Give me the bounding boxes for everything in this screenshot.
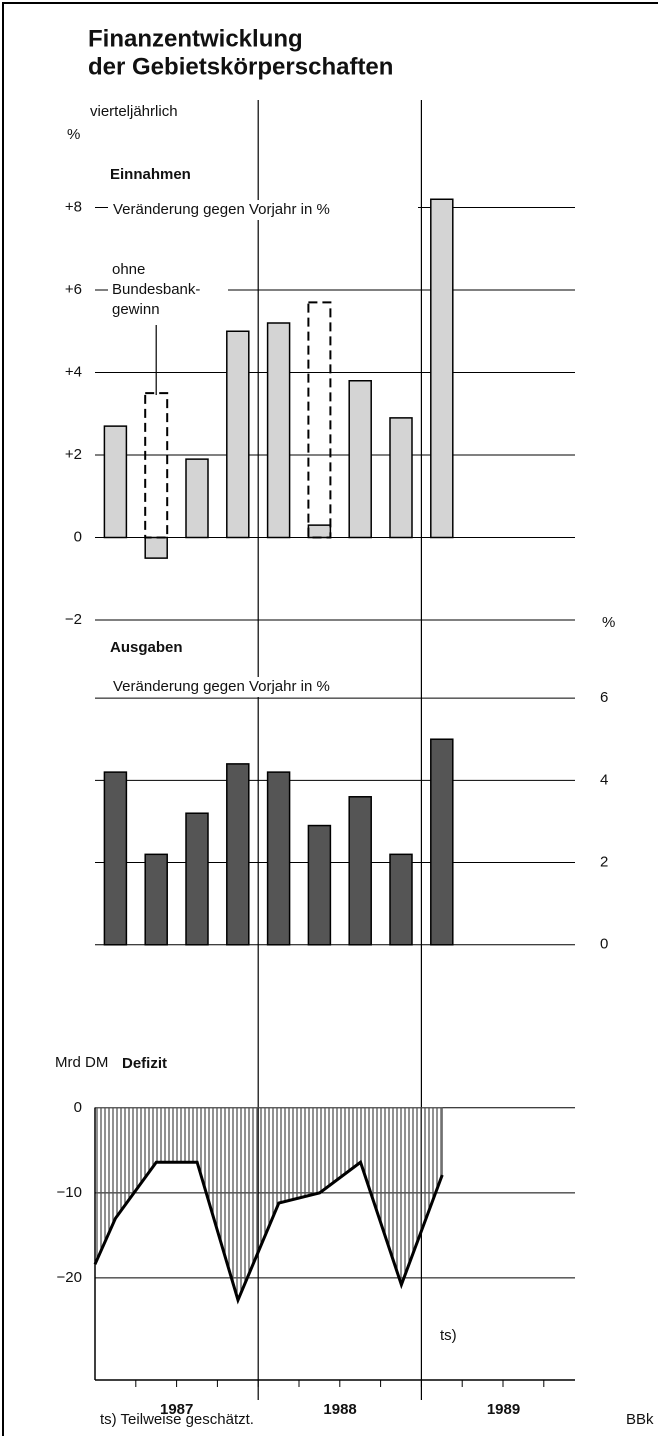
- subtitle: vierteljährlich: [90, 103, 178, 120]
- y-tick-label: −20: [57, 1269, 82, 1286]
- bar: [307, 524, 332, 539]
- y-tick-label: −10: [57, 1184, 82, 1201]
- bar: [103, 425, 128, 539]
- bar: [185, 812, 209, 946]
- bar: [430, 198, 454, 539]
- bar: [226, 763, 250, 946]
- deficit-line: [93, 1159, 444, 1305]
- footnote: ts) Teilweise geschätzt.: [100, 1411, 254, 1428]
- y-axis-unit: Mrd DM: [55, 1054, 108, 1071]
- title: Finanzentwicklung: [88, 25, 303, 52]
- x-tick-label: 1989: [487, 1401, 520, 1418]
- y-tick-label: +6: [65, 281, 82, 298]
- panel-subtitle: Veränderung gegen Vorjahr in %: [113, 678, 330, 695]
- y-axis-unit: %: [602, 614, 615, 631]
- title: der Gebietskörperschaften: [88, 53, 393, 80]
- panel-title: Ausgaben: [110, 639, 183, 656]
- panel-title: Defizit: [122, 1055, 167, 1072]
- bar: [307, 824, 332, 946]
- bar: [185, 458, 209, 539]
- annotation: ohne: [112, 261, 145, 278]
- bar-outline: [144, 392, 169, 539]
- y-axis-unit: %: [67, 126, 80, 143]
- x-tick-label: 1987: [160, 1401, 193, 1418]
- label-bg: [108, 200, 418, 220]
- annotation: Bundesbank-: [112, 281, 200, 298]
- bar: [389, 853, 413, 946]
- bar: [266, 771, 291, 946]
- bar: [348, 380, 372, 539]
- y-tick-label: 0: [74, 528, 82, 545]
- x-tick-label: 1988: [323, 1401, 356, 1418]
- y-tick-label: 0: [74, 1099, 82, 1116]
- bar: [226, 330, 250, 539]
- annotation: ts): [440, 1327, 457, 1344]
- y-tick-label: +2: [65, 446, 82, 463]
- source: BBk: [626, 1411, 654, 1428]
- bar-outline: [307, 301, 332, 539]
- label-bg: [108, 677, 418, 697]
- panel-title: Einnahmen: [110, 166, 191, 183]
- bar: [144, 536, 168, 559]
- y-tick-label: −2: [65, 611, 82, 628]
- bar: [103, 771, 128, 946]
- bar: [430, 738, 454, 946]
- y-tick-label: +4: [65, 363, 82, 380]
- y-tick-label: 4: [600, 771, 608, 788]
- label-bg: [108, 258, 228, 324]
- bar: [348, 796, 372, 946]
- y-tick-label: 0: [600, 936, 608, 953]
- y-tick-label: 6: [600, 689, 608, 706]
- annotation: gewinn: [112, 301, 160, 318]
- bar: [266, 322, 291, 539]
- bar: [144, 853, 168, 946]
- y-tick-label: +8: [65, 198, 82, 215]
- bar: [389, 417, 413, 539]
- y-tick-label: 2: [600, 854, 608, 871]
- panel-subtitle: Veränderung gegen Vorjahr in %: [113, 201, 330, 218]
